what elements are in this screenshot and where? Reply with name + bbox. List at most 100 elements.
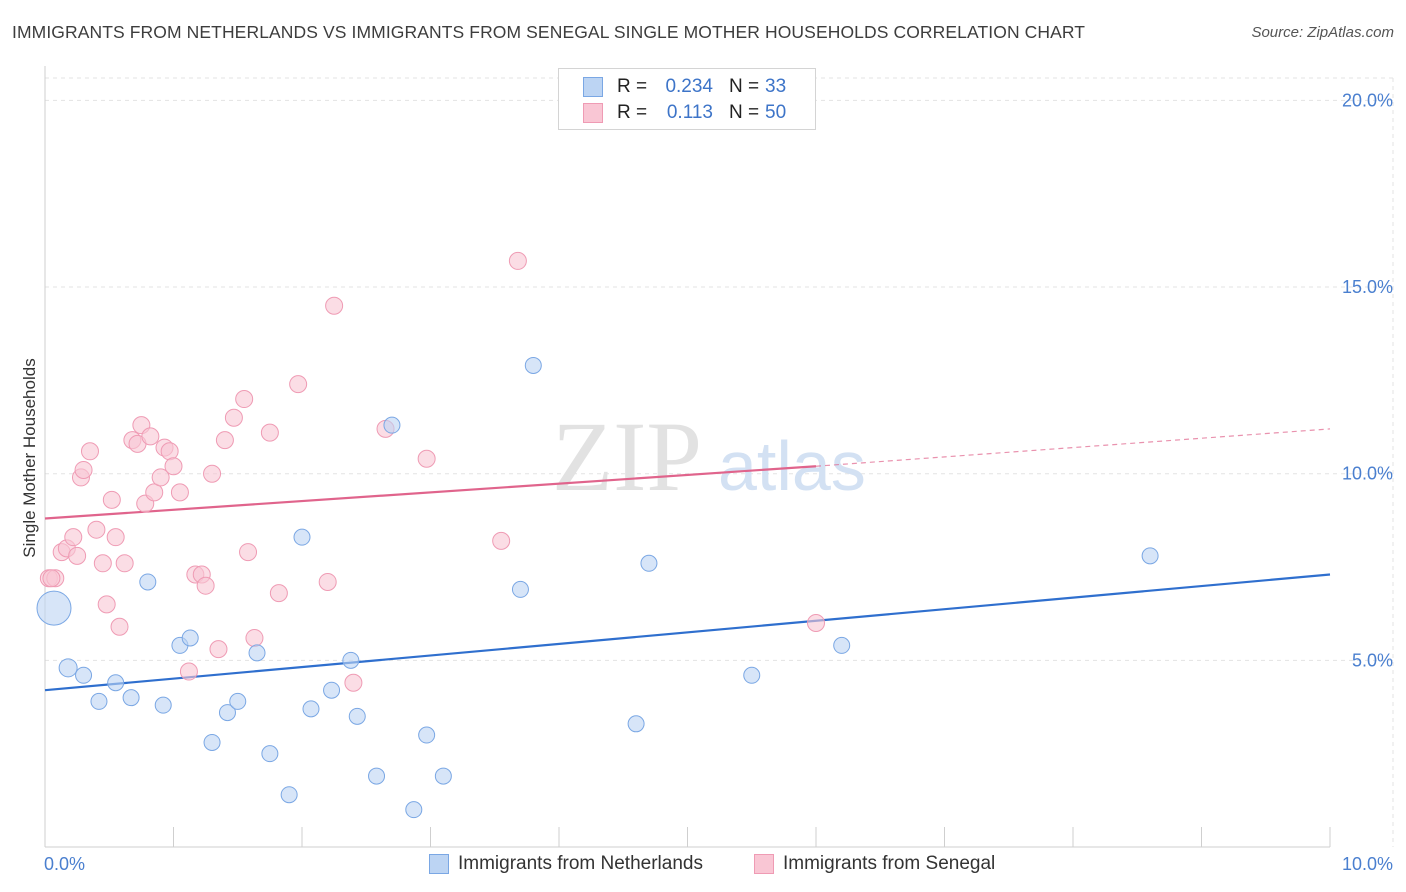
- r-value: 0.234: [665, 76, 713, 97]
- senegal-point: [807, 614, 825, 633]
- netherlands-point: [383, 416, 401, 434]
- senegal-point: [269, 584, 288, 603]
- netherlands-point: [418, 726, 436, 744]
- legend-netherlands-swatch: [429, 854, 449, 874]
- senegal-point: [102, 490, 121, 509]
- netherlands-point: [181, 629, 199, 647]
- netherlands-point: [640, 554, 658, 572]
- netherlands-point: [58, 658, 78, 678]
- senegal-point: [141, 427, 160, 446]
- n-value: 50: [765, 102, 787, 123]
- y-tick-label: 10.0%: [1342, 464, 1393, 484]
- senegal-point: [80, 442, 99, 461]
- senegal-point: [106, 528, 125, 547]
- source-credit: Source: ZipAtlas.com: [1251, 24, 1394, 41]
- n-label: N =: [729, 102, 760, 123]
- senegal-point: [164, 457, 183, 476]
- senegal-point: [492, 531, 511, 550]
- senegal-point: [196, 576, 215, 595]
- netherlands-point: [261, 745, 279, 763]
- r-label: R =: [617, 102, 648, 123]
- netherlands-point: [248, 644, 266, 662]
- netherlands-point: [524, 356, 542, 374]
- senegal-point: [42, 569, 61, 588]
- senegal-point: [74, 460, 93, 479]
- netherlands-point: [511, 580, 529, 598]
- senegal-point: [160, 442, 179, 461]
- netherlands-point: [342, 651, 360, 669]
- senegal-point: [110, 617, 129, 636]
- netherlands-point: [348, 707, 366, 725]
- netherlands-point: [75, 666, 93, 684]
- netherlands-point: [122, 689, 140, 707]
- trend-lines: [44, 428, 1331, 692]
- watermark-atlas: atlas: [718, 427, 866, 505]
- senegal-point: [203, 464, 222, 483]
- senegal-point: [64, 528, 83, 547]
- senegal-point: [209, 640, 228, 659]
- y-tick-label: 20.0%: [1342, 90, 1393, 110]
- senegal-point: [115, 554, 134, 573]
- senegal-point: [145, 483, 164, 502]
- senegal-point: [344, 673, 363, 692]
- netherlands-point: [434, 767, 452, 785]
- netherlands-point: [368, 767, 386, 785]
- y-axis-title: Single Mother Households: [20, 358, 39, 557]
- netherlands-swatch: [583, 77, 603, 97]
- senegal-point: [508, 251, 527, 270]
- grid-lines: [45, 77, 1394, 847]
- senegal-point: [417, 449, 436, 468]
- netherlands-point: [323, 681, 341, 699]
- senegal-point: [235, 390, 254, 409]
- netherlands-point: [90, 692, 108, 710]
- y-tick-label: 15.0%: [1342, 277, 1393, 297]
- netherlands-point: [627, 715, 645, 733]
- senegal-point: [215, 431, 234, 450]
- x-tick-label: 0.0%: [44, 854, 85, 874]
- senegal-point: [87, 520, 106, 539]
- n-value: 33: [765, 76, 787, 97]
- netherlands-point: [229, 692, 247, 710]
- netherlands-point: [107, 674, 125, 692]
- legend-item-netherlands[interactable]: Immigrants from Netherlands: [429, 852, 703, 876]
- netherlands-point: [218, 704, 236, 722]
- x-tick-label: 10.0%: [1342, 854, 1393, 874]
- senegal-trend-extension: [815, 428, 1331, 467]
- senegal-point: [93, 554, 112, 573]
- y-tick-label: 5.0%: [1352, 650, 1393, 670]
- n-label: N =: [729, 76, 760, 97]
- netherlands-point: [139, 573, 157, 591]
- netherlands-point: [154, 696, 172, 714]
- senegal-point: [170, 483, 189, 502]
- senegal-swatch: [583, 103, 603, 123]
- r-value: 0.113: [666, 102, 713, 123]
- netherlands-point: [36, 590, 72, 626]
- senegal-point: [239, 543, 258, 562]
- senegal-trend-line: [44, 465, 817, 520]
- tick-labels: 5.0% 10.0% 15.0% 20.0% 0.0% 10.0%: [44, 90, 1393, 874]
- legend-item-senegal[interactable]: Immigrants from Senegal: [754, 852, 995, 876]
- legend-netherlands-label: Immigrants from Netherlands: [458, 853, 703, 874]
- senegal-point: [97, 595, 116, 614]
- correlation-stats-box: R = 0.234 N = 33 R = 0.113 N = 50: [558, 68, 816, 130]
- watermark-zip: ZIP: [552, 401, 702, 512]
- netherlands-point: [833, 636, 851, 654]
- netherlands-point: [405, 801, 423, 819]
- legend-senegal-label: Immigrants from Senegal: [783, 853, 996, 874]
- netherlands-point: [203, 733, 221, 751]
- senegal-point: [325, 296, 344, 315]
- chart-title: IMMIGRANTS FROM NETHERLANDS VS IMMIGRANT…: [12, 22, 1086, 42]
- data-points: [36, 251, 1159, 819]
- senegal-point: [260, 423, 279, 442]
- senegal-point: [224, 408, 243, 427]
- netherlands-point: [293, 528, 311, 546]
- senegal-point: [68, 546, 87, 565]
- legend-senegal-swatch: [754, 854, 774, 874]
- netherlands-point: [302, 700, 320, 718]
- netherlands-point: [280, 786, 298, 804]
- senegal-point: [289, 375, 308, 394]
- netherlands-point: [743, 666, 761, 684]
- r-label: R =: [617, 76, 648, 97]
- senegal-point: [151, 468, 170, 487]
